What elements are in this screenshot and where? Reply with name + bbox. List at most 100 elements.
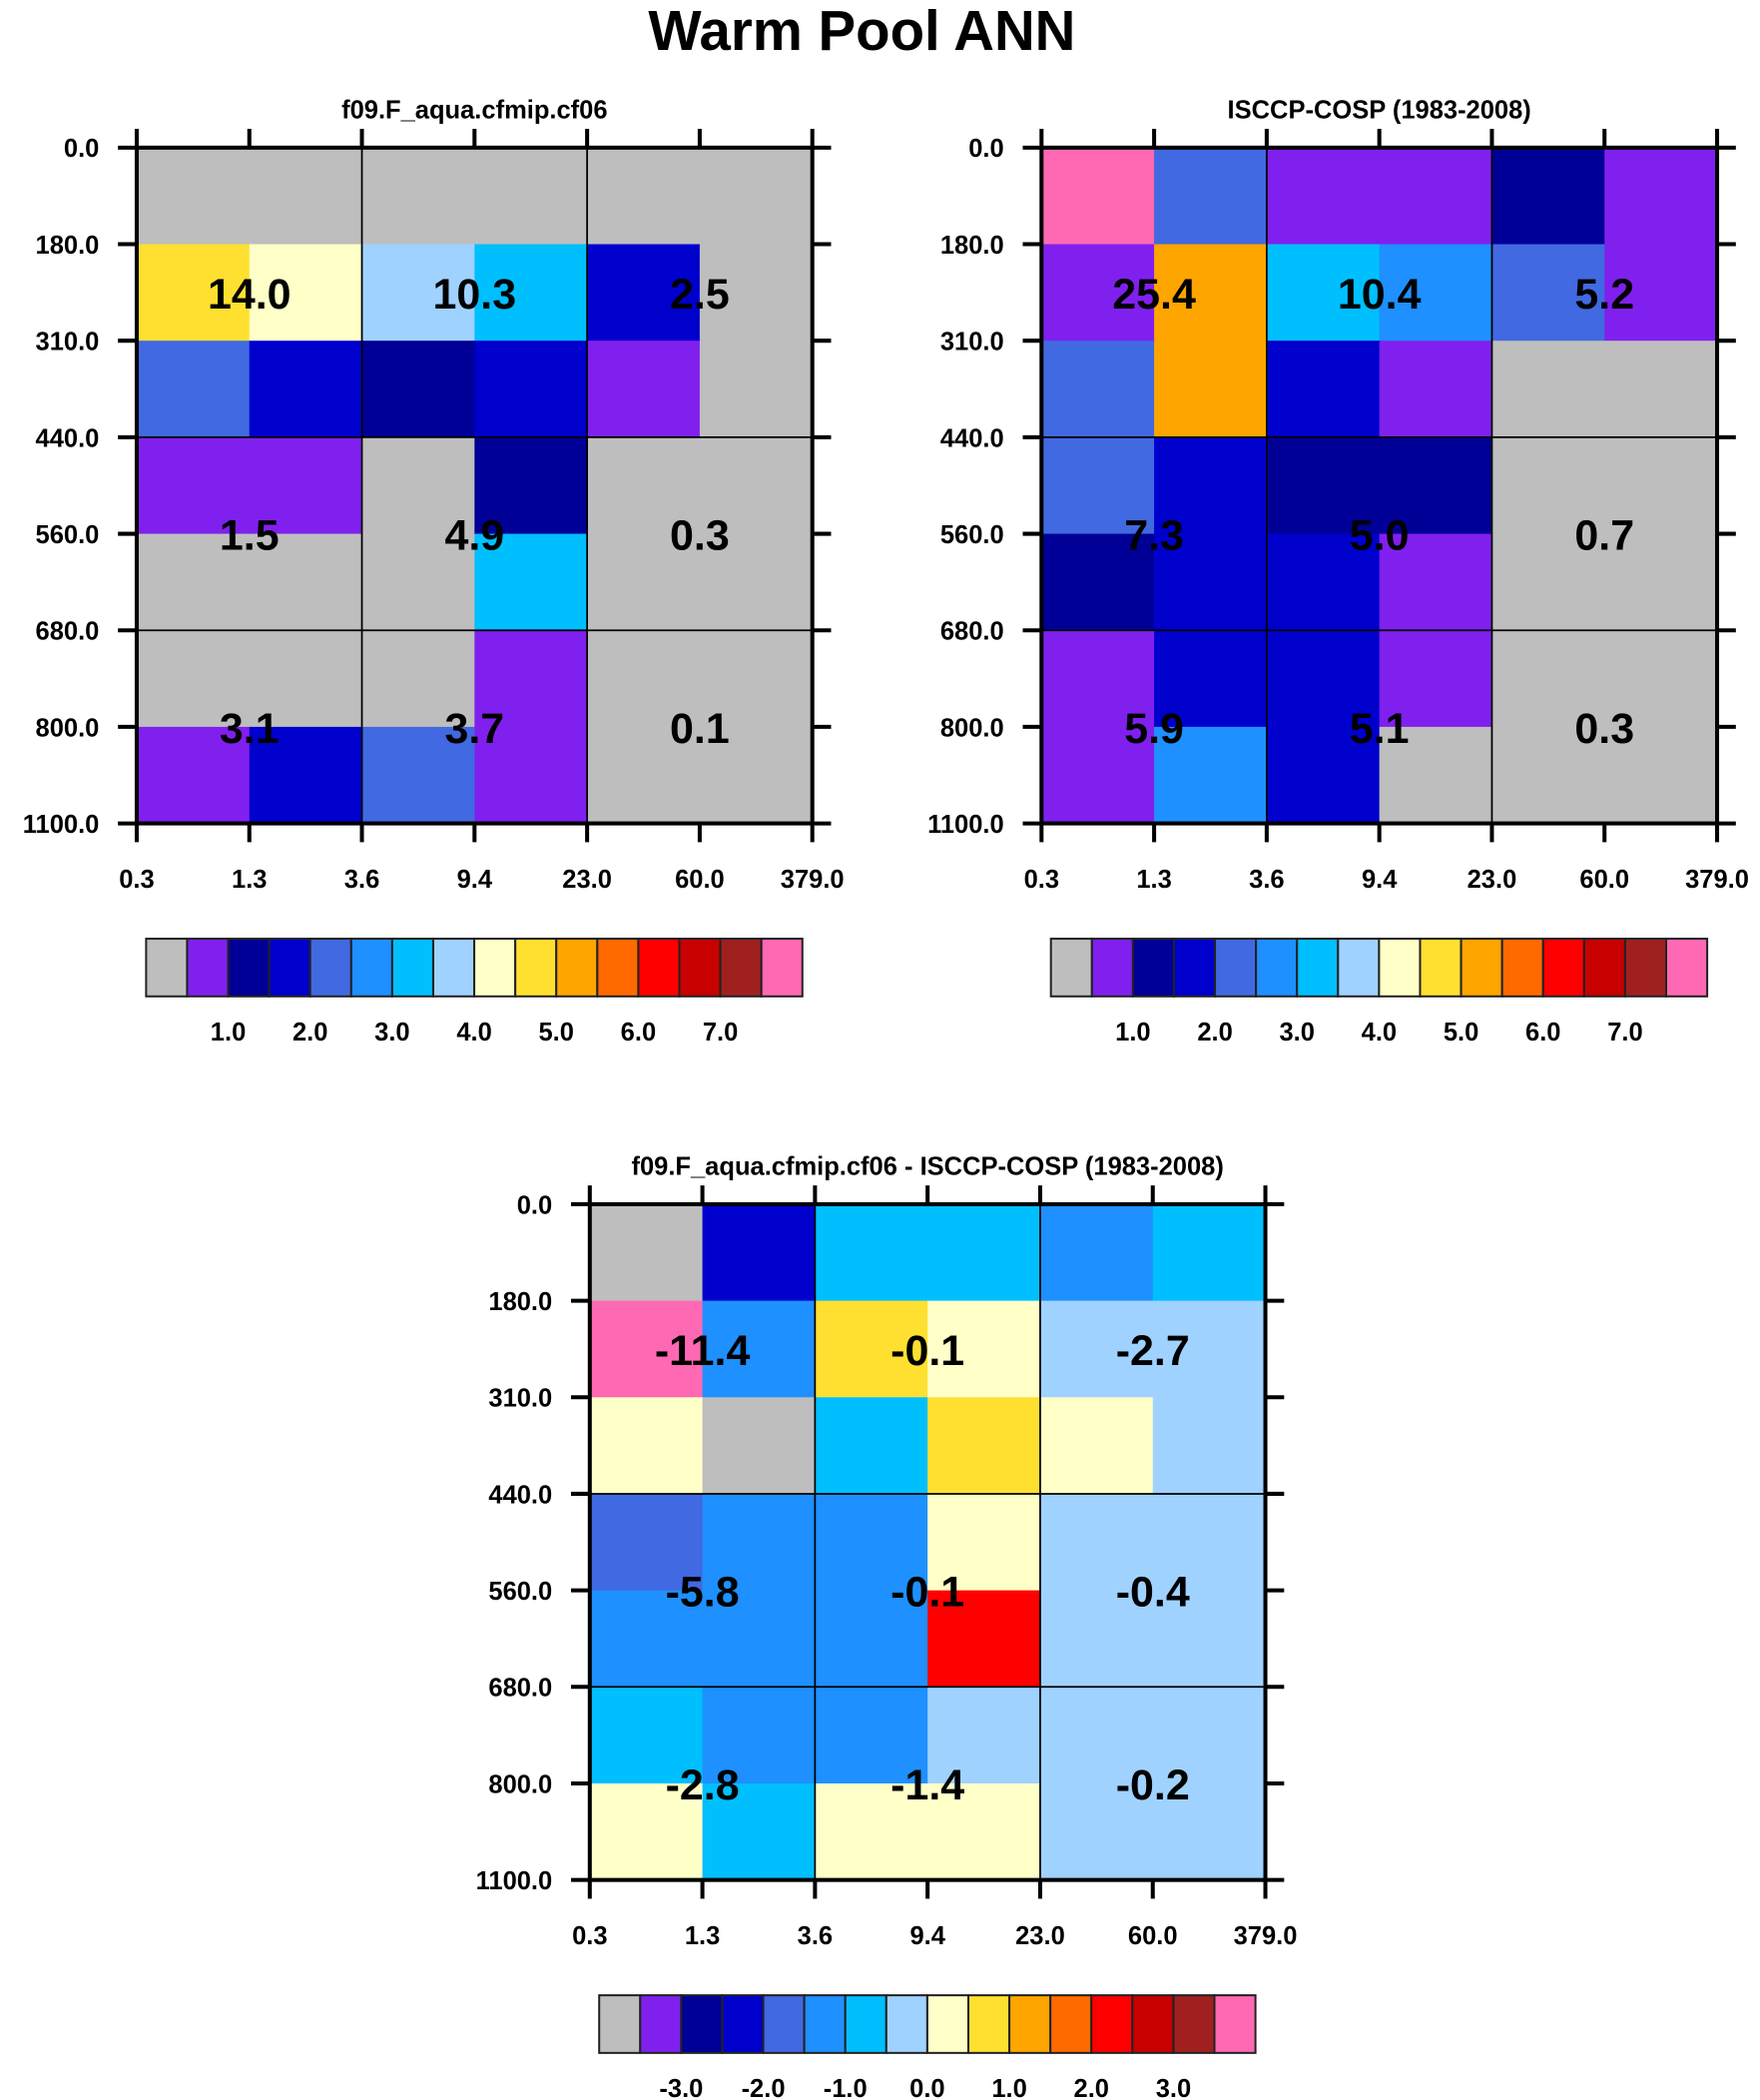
x-tick-label: 379.0: [1234, 1922, 1298, 1950]
heatmap-cell: [702, 1493, 817, 1592]
heatmap-cell: [1491, 244, 1605, 342]
heatmap-cell: [1266, 147, 1381, 246]
cell-value-label: 5.1: [1350, 705, 1410, 753]
colorbar-label: 2.0: [1197, 1019, 1232, 1047]
x-tick-label: 1.3: [685, 1922, 720, 1950]
heatmap-cell: [249, 341, 363, 438]
colorbar-swatch: [308, 938, 352, 998]
heatmap-cell: [1379, 630, 1493, 728]
cell-value-label: 5.9: [1124, 705, 1184, 753]
heatmap-cell: [589, 1493, 704, 1592]
colorbar-swatch: [598, 1994, 642, 2054]
colorbar-swatch: [1541, 938, 1585, 998]
y-tick-label: 180.0: [488, 1288, 552, 1316]
x-tick-label: 379.0: [781, 866, 845, 894]
x-tick-label: 23.0: [1467, 866, 1517, 894]
cell-value-label: -1.4: [890, 1761, 964, 1809]
x-tick-label: 3.6: [1249, 866, 1284, 894]
colorbar-label: 7.0: [1607, 1019, 1642, 1047]
colorbar-swatch: [1500, 938, 1544, 998]
y-tick-label: 180.0: [36, 232, 100, 260]
cell-value-label: 10.4: [1338, 271, 1422, 319]
heatmap-cell: [136, 630, 251, 728]
x-tick-label: 9.4: [457, 866, 493, 894]
colorbar-swatch: [268, 938, 311, 998]
heatmap-cell: [136, 147, 251, 246]
colorbar-label: -3.0: [659, 2075, 703, 2100]
cell-value-label: 2.5: [670, 271, 730, 319]
y-tick-label: 680.0: [36, 618, 100, 646]
colorbar-swatch: [1582, 938, 1626, 998]
heatmap-cell: [1604, 436, 1718, 535]
colorbar-swatch: [884, 1994, 928, 2054]
heatmap-cell: [702, 1590, 817, 1688]
colorbar-swatch: [1090, 1994, 1134, 2054]
y-tick-label: 440.0: [488, 1481, 552, 1509]
heatmap-cell: [361, 533, 475, 631]
colorbar-swatch: [227, 938, 271, 998]
cell-value-label: 3.1: [220, 705, 280, 753]
cell-value-label: -5.8: [666, 1569, 740, 1617]
cell-value-label: -0.4: [1116, 1569, 1190, 1617]
heatmap-cell: [1491, 147, 1605, 246]
heatmap-cell: [1154, 341, 1268, 438]
heatmap-cell: [589, 1203, 704, 1302]
heatmap-cell: [587, 147, 701, 246]
heatmap-cell: [1266, 436, 1381, 535]
panel-2: f09.F_aqua.cfmip.cf06 - ISCCP-COSP (1983…: [476, 1152, 1298, 2100]
heatmap-cell: [815, 1782, 928, 1881]
colorbar-swatch: [678, 938, 722, 998]
colorbar-swatch: [145, 938, 189, 998]
heatmap-cell: [1154, 244, 1268, 342]
heatmap-cell: [1491, 341, 1605, 438]
heatmap-cell: [927, 1782, 1041, 1881]
heatmap-cell: [249, 630, 363, 728]
heatmap-cell: [815, 1493, 928, 1592]
heatmap-cell: [1604, 726, 1718, 825]
heatmap-cell: [1266, 726, 1381, 825]
heatmap-cell: [587, 244, 701, 342]
colorbar-label: 1.0: [211, 1019, 246, 1047]
heatmap-cell: [361, 147, 475, 246]
heatmap-cell: [699, 726, 814, 825]
colorbar-swatch: [555, 938, 599, 998]
y-tick-label: 310.0: [36, 329, 100, 356]
x-tick-label: 60.0: [675, 866, 725, 894]
colorbar-swatch: [1665, 938, 1709, 998]
heatmap-cell: [1039, 1300, 1154, 1398]
colorbar-label: 4.0: [456, 1019, 491, 1047]
y-tick-label: 440.0: [36, 424, 100, 452]
heatmap-cell: [1266, 533, 1381, 631]
heatmap-cell: [1604, 630, 1718, 728]
heatmap-cell: [927, 1300, 1041, 1398]
heatmap-cell: [702, 1203, 817, 1302]
heatmap-cell: [1154, 147, 1268, 246]
heatmap-cell: [927, 1493, 1041, 1592]
heatmap-cell: [927, 1397, 1041, 1495]
heatmap-cell: [1041, 341, 1155, 438]
colorbar-swatch: [762, 1994, 806, 2054]
cell-value-label: -0.1: [890, 1569, 964, 1617]
heatmap-cell: [361, 244, 475, 342]
heatmap-cell: [1152, 1300, 1267, 1398]
heatmap-cell: [927, 1687, 1041, 1784]
x-tick-label: 9.4: [1362, 866, 1398, 894]
colorbar-label: 6.0: [1525, 1019, 1560, 1047]
colorbar-swatch: [637, 938, 681, 998]
heatmap-cell: [815, 1300, 928, 1398]
heatmap-cell: [1491, 726, 1605, 825]
colorbar-swatch: [680, 1994, 724, 2054]
heatmap-cell: [474, 726, 588, 825]
y-tick-label: 0.0: [64, 135, 99, 163]
heatmap-cell: [702, 1300, 817, 1398]
heatmap-cell: [699, 436, 814, 535]
colorbar-swatch: [349, 938, 393, 998]
colorbar-label: 1.0: [991, 2075, 1026, 2100]
colorbar-label: 3.0: [374, 1019, 409, 1047]
colorbar-swatch: [1131, 938, 1175, 998]
colorbar-label: 5.0: [1444, 1019, 1478, 1047]
heatmap-cell: [474, 341, 588, 438]
heatmap-cell: [1041, 533, 1155, 631]
heatmap-cell: [927, 1590, 1041, 1688]
heatmap-cell: [699, 630, 814, 728]
